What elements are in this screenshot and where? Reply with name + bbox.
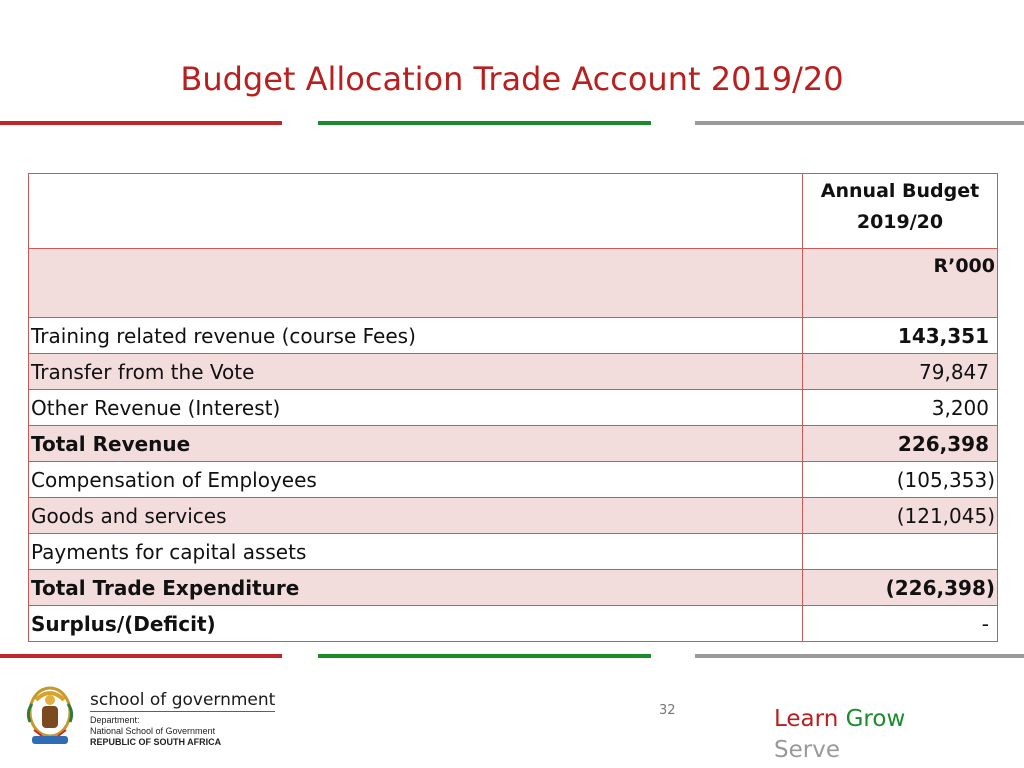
row-value: 3,200 — [802, 389, 998, 426]
row-label: Total Trade Expenditure — [28, 569, 803, 606]
row-value: (121,045) — [802, 497, 998, 534]
school-of-government-logo: school of government Department: Nationa… — [90, 690, 276, 748]
row-label: Surplus/(Deficit) — [28, 605, 803, 642]
divider-grey-top — [695, 121, 1024, 125]
divider-red-top — [0, 121, 282, 125]
row-value: - — [802, 605, 998, 642]
table-row: Goods and services (121,045) — [28, 497, 998, 534]
logo-title: school of government — [90, 690, 276, 712]
divider-grey-bottom — [695, 654, 1024, 658]
row-value: 226,398 — [802, 425, 998, 462]
logo-line-school: National School of Government — [90, 726, 216, 736]
row-label: Transfer from the Vote — [28, 353, 803, 390]
unit-row: R’000 — [28, 248, 998, 318]
table-row: Training related revenue (course Fees) 14… — [28, 317, 998, 354]
coat-of-arms-icon — [22, 682, 78, 758]
divider-red-bottom — [0, 654, 282, 658]
table-row: Surplus/(Deficit) - — [28, 605, 998, 642]
row-label: Other Revenue (Interest) — [28, 389, 803, 426]
slide-title: Budget Allocation Trade Account 2019/20 — [180, 60, 844, 98]
row-label: Compensation of Employees — [28, 461, 803, 498]
table-row: Compensation of Employees (105,353) — [28, 461, 998, 498]
divider-green-top — [318, 121, 651, 125]
row-value — [802, 533, 998, 570]
row-label: Total Revenue — [28, 425, 803, 462]
logo-line-department: Department: — [90, 715, 140, 725]
annual-budget-header: Annual Budget 2019/20 — [802, 173, 998, 249]
header-empty-cell — [28, 173, 803, 249]
page-number: 32 — [659, 703, 676, 718]
table-row: Total Trade Expenditure (226,398) — [28, 569, 998, 606]
annual-budget-label: Annual Budget — [820, 180, 980, 202]
unit-label: R’000 — [802, 248, 998, 318]
row-label: Goods and services — [28, 497, 803, 534]
row-value: 79,847 — [802, 353, 998, 390]
unit-empty-cell — [28, 248, 803, 318]
table-row: Total Revenue 226,398 — [28, 425, 998, 462]
slogan-serve: Serve — [774, 737, 840, 763]
table-row: Payments for capital assets — [28, 533, 998, 570]
row-label: Payments for capital assets — [28, 533, 803, 570]
table-header-row: Annual Budget 2019/20 — [28, 173, 998, 249]
budget-table: Annual Budget 2019/20 R’000 Training rel… — [28, 173, 998, 642]
divider-green-bottom — [318, 654, 651, 658]
slogan-grow: Grow — [845, 706, 906, 732]
budget-year-label: 2019/20 — [856, 211, 944, 233]
table-row: Transfer from the Vote 79,847 — [28, 353, 998, 390]
row-value: 143,351 — [802, 317, 998, 354]
table-row: Other Revenue (Interest) 3,200 — [28, 389, 998, 426]
row-label: Training related revenue (course Fees) — [28, 317, 803, 354]
row-value: (226,398) — [802, 569, 998, 606]
slogan-learn: Learn — [774, 706, 839, 732]
logo-line-republic: REPUBLIC OF SOUTH AFRICA — [90, 737, 222, 747]
slogan: Learn Grow Serve — [774, 704, 905, 766]
row-value: (105,353) — [802, 461, 998, 498]
